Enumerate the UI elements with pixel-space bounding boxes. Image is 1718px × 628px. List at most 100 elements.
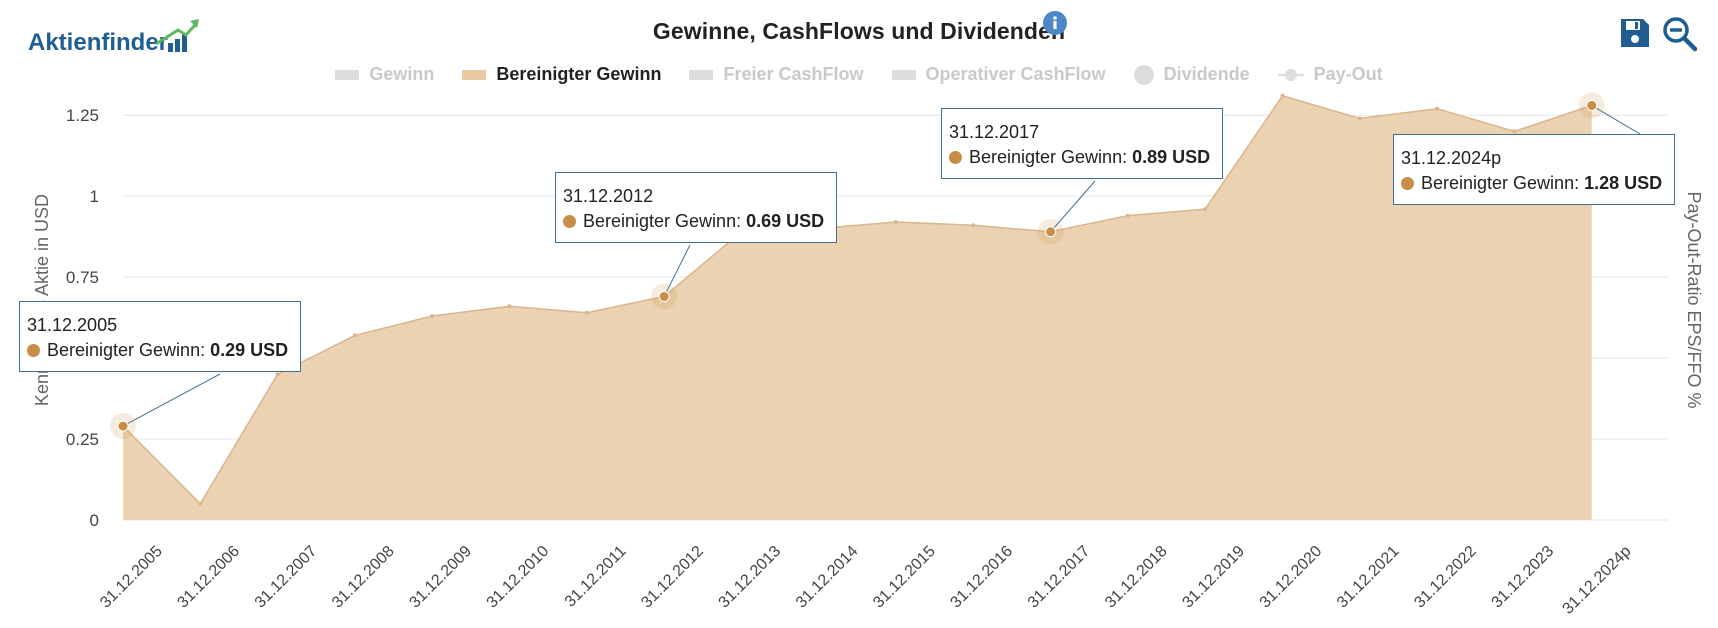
y-tick-label: 0.75: [66, 268, 99, 287]
chart-title: Gewinne, CashFlows und Dividenden: [652, 18, 1066, 44]
y-tick-label: 1: [90, 187, 99, 206]
x-tick-labels: 31.12.2005 31.12.2006 31.12.2007 31.12.2008…: [97, 543, 1634, 618]
legend-label: Gewinn: [369, 64, 435, 84]
x-tick-label: 31.12.2009: [406, 543, 475, 612]
legend-label: Dividende: [1163, 64, 1250, 84]
tooltip-marker: [1401, 177, 1414, 190]
logo-bar-1: [168, 43, 173, 52]
highlight-point: [1586, 99, 1598, 111]
x-tick-label: 31.12.2023: [1489, 543, 1558, 612]
tooltip-label: Bereinigter Gewinn:: [969, 147, 1128, 167]
data-point: [507, 304, 512, 309]
highlight-point: [1045, 226, 1057, 238]
highlight-point: [117, 420, 129, 432]
tooltip-value: 0.29 USD: [210, 340, 289, 360]
legend-symbol: [1133, 64, 1154, 85]
area-line-bereinigter-gewinn: [122, 94, 1592, 506]
tooltip: 31.12.2024p Bereinigter Gewinn: 1.28 USD: [1393, 134, 1676, 205]
legend-symbol: [891, 69, 916, 80]
x-tick-label: 31.12.2006: [174, 543, 243, 612]
tooltip: 31.12.2005 Bereinigter Gewinn: 0.29 USD: [19, 301, 302, 372]
legend-item-freier-cashflow[interactable]: Freier CashFlow: [689, 64, 864, 85]
x-tick-label: 31.12.2005: [97, 543, 166, 612]
legend-label: Freier CashFlow: [723, 64, 864, 84]
x-tick-label: 31.12.2014: [793, 543, 862, 612]
highlight-markers: [110, 92, 1605, 440]
data-point: [894, 220, 898, 225]
tooltip-value: 0.69 USD: [746, 211, 825, 231]
legend-item-gewinn[interactable]: Gewinn: [335, 64, 434, 85]
aktienfinder-logo[interactable]: Aktienfinder: [28, 18, 218, 58]
tooltip-marker: [949, 151, 962, 164]
logo-arrow-head: [190, 19, 199, 28]
data-point: [584, 310, 589, 315]
tooltip-marker: [563, 215, 576, 228]
tooltip-connectors: [122, 105, 1641, 427]
legend-item-operativer-cashflow[interactable]: Operativer CashFlow: [891, 64, 1106, 85]
legend-item-dividende[interactable]: Dividende: [1133, 64, 1250, 85]
tooltip-value: 1.28 USD: [1584, 173, 1663, 193]
x-tick-label: 31.12.2018: [1102, 543, 1171, 612]
x-tick-label: 31.12.2022: [1411, 543, 1480, 612]
info-icon[interactable]: [1043, 11, 1067, 35]
x-tick-label: 31.12.2013: [716, 543, 785, 612]
y-tick-label: 0.25: [66, 430, 99, 449]
save-icon[interactable]: [1618, 16, 1652, 50]
tooltip-label: Bereinigter Gewinn:: [1421, 173, 1580, 193]
tooltip-value: 0.89 USD: [1132, 147, 1211, 167]
y-axis-label-right: Pay-Out-Ratio EPS/FFO %: [1684, 191, 1704, 408]
legend-label: Operativer CashFlow: [925, 64, 1106, 84]
legend-label: Pay-Out: [1313, 64, 1383, 84]
data-point: [430, 313, 435, 318]
legend-symbol: [462, 69, 487, 80]
legend-symbol: [689, 69, 714, 80]
data-point: [1280, 93, 1285, 98]
x-tick-label: 31.12.2007: [252, 543, 321, 612]
x-tick-label: 31.12.2015: [870, 543, 939, 612]
logo-arrow: [155, 22, 198, 46]
tooltip-connector: [122, 373, 221, 427]
tooltip-date: 31.12.2005: [27, 315, 118, 335]
tooltip-connector: [663, 244, 691, 297]
y-axis-label-left: Kennzahl pro Aktie in USD: [32, 194, 52, 406]
x-tick-label: 31.12.2024p: [1560, 543, 1635, 618]
x-tick-label: 31.12.2008: [329, 543, 398, 612]
x-tick-label: 31.12.2016: [947, 543, 1016, 612]
tooltip: 31.12.2017 Bereinigter Gewinn: 0.89 USD: [941, 108, 1224, 179]
tooltip-date: 31.12.2024p: [1401, 148, 1502, 168]
x-tick-label: 31.12.2020: [1257, 543, 1326, 612]
tooltip-label: Bereinigter Gewinn:: [583, 211, 742, 231]
area-fill-bereinigter-gewinn: [123, 95, 1592, 520]
data-point: [1125, 213, 1130, 218]
legend-symbol: [335, 69, 360, 80]
legend-symbol: [1277, 68, 1304, 82]
x-tick-label: 31.12.2011: [562, 543, 630, 611]
tooltip: 31.12.2012 Bereinigter Gewinn: 0.69 USD: [555, 172, 838, 243]
legend-item-pay-out[interactable]: Pay-Out: [1277, 64, 1383, 85]
data-point: [971, 223, 976, 228]
data-point: [1357, 116, 1362, 121]
legend-item-bereinigter-gewinn[interactable]: Bereinigter Gewinn: [462, 64, 661, 85]
x-tick-label: 31.12.2021: [1334, 543, 1403, 612]
tooltip-label: Bereinigter Gewinn:: [47, 340, 206, 360]
data-point: [198, 501, 203, 506]
zoom-out-icon[interactable]: [1662, 16, 1698, 52]
highlight-point: [658, 291, 670, 303]
logo-bar-3: [182, 34, 187, 52]
logo-text: Aktienfinder: [28, 29, 168, 56]
data-point: [1435, 106, 1440, 111]
data-point: [1512, 129, 1517, 134]
y-tick-label: 1.25: [66, 106, 99, 125]
x-tick-label: 31.12.2017: [1025, 543, 1094, 612]
tooltip-marker: [27, 344, 40, 357]
tooltip-connector: [1591, 105, 1641, 135]
tooltip-date: 31.12.2017: [949, 122, 1040, 142]
x-tick-label: 31.12.2010: [484, 543, 553, 612]
data-point: [275, 372, 280, 377]
x-tick-label: 31.12.2019: [1179, 543, 1248, 612]
chart-legend: Gewinn Bereinigter Gewinn Freier CashFlo…: [0, 64, 1718, 85]
tooltip-connector: [1050, 180, 1096, 233]
data-point: [352, 333, 357, 338]
